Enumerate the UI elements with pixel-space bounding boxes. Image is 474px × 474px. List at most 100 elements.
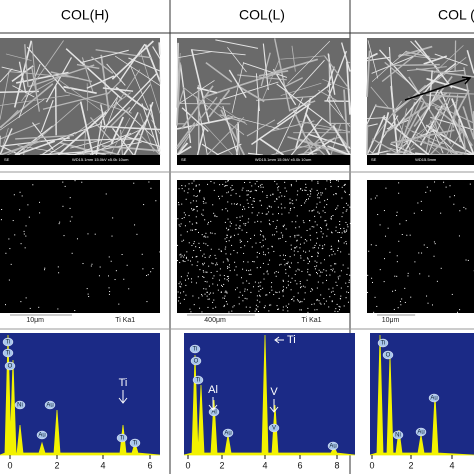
- map-dot: [98, 275, 100, 277]
- map-dot: [329, 296, 331, 298]
- map-dot: [12, 220, 14, 222]
- map-dot: [296, 239, 298, 241]
- map-dot: [296, 194, 298, 196]
- map-dot: [286, 307, 288, 309]
- map-dot: [202, 270, 204, 272]
- fiber: [138, 132, 161, 156]
- fiber: [222, 105, 239, 156]
- peak-label: Ti: [6, 351, 11, 357]
- map-dot: [238, 303, 240, 305]
- map-dot: [345, 282, 347, 284]
- map-dot: [87, 293, 89, 295]
- map-dot: [280, 232, 282, 234]
- map-dot: [375, 244, 377, 246]
- map-dot: [379, 224, 381, 226]
- map-dot: [338, 278, 340, 280]
- map-dot: [319, 302, 321, 304]
- map-dot: [222, 183, 224, 185]
- map-dot: [226, 234, 228, 236]
- map-dot: [215, 257, 217, 259]
- map-dot: [219, 274, 221, 276]
- map-dot: [288, 275, 290, 277]
- map-dot: [71, 252, 73, 254]
- map-dot: [285, 262, 287, 264]
- map-dot: [343, 207, 345, 209]
- fiber: [366, 123, 378, 127]
- map-dot: [227, 275, 229, 277]
- map-dot: [465, 259, 467, 261]
- map-dot: [215, 306, 217, 308]
- map-dot: [245, 306, 247, 308]
- map-dot: [322, 247, 324, 249]
- map-dot: [19, 209, 21, 211]
- map-dot: [225, 185, 227, 187]
- fiber: [371, 115, 399, 155]
- map-dot: [267, 273, 269, 275]
- map-dot: [236, 252, 238, 254]
- map-dot: [201, 234, 203, 236]
- map-dot: [194, 229, 196, 231]
- fiber: [176, 136, 190, 156]
- map-dot: [191, 223, 193, 225]
- map-dot: [348, 292, 350, 294]
- map-dot: [336, 207, 338, 209]
- map-dot: [299, 243, 301, 245]
- map-dot: [204, 235, 206, 237]
- map-dot: [276, 198, 278, 200]
- map-dot: [319, 201, 321, 203]
- map-dot: [316, 299, 318, 301]
- fiber: [236, 84, 265, 103]
- map-dot: [250, 190, 252, 192]
- map-dot: [221, 285, 223, 287]
- fiber: [26, 46, 67, 92]
- map-dot: [287, 261, 289, 263]
- map-dot: [207, 298, 209, 300]
- map-dot: [407, 272, 409, 274]
- fiber: [24, 76, 60, 98]
- map-dot: [246, 190, 248, 192]
- fiber: [227, 115, 280, 130]
- map-dot: [225, 301, 227, 303]
- map-dot: [221, 284, 223, 286]
- map-dot: [271, 282, 273, 284]
- map-dot: [272, 194, 274, 196]
- map-dot: [346, 291, 348, 293]
- map-dot: [289, 256, 291, 258]
- fiber: [0, 140, 41, 156]
- fiber: [180, 85, 214, 130]
- map-dot: [206, 281, 208, 283]
- map-dot: [286, 287, 288, 289]
- eds-map: [0, 180, 160, 313]
- fiber: [151, 119, 161, 135]
- map-dot: [305, 186, 307, 188]
- map-dot: [400, 304, 402, 306]
- map-dot: [218, 279, 220, 281]
- map-dot: [196, 205, 198, 207]
- map-dot: [318, 300, 320, 302]
- map-dot: [256, 180, 258, 182]
- map-dot: [196, 265, 198, 267]
- map-dot: [299, 280, 301, 282]
- map-dot: [303, 222, 305, 224]
- map-dot: [184, 214, 186, 216]
- map-dot: [214, 254, 216, 256]
- map-dot: [281, 195, 283, 197]
- map-dot: [276, 226, 278, 228]
- fiber: [201, 143, 219, 156]
- map-dot: [260, 289, 262, 291]
- map-dot: [308, 274, 310, 276]
- map-dot: [298, 234, 300, 236]
- map-dot: [221, 195, 223, 197]
- peak-label: Au: [46, 403, 53, 409]
- peak-badge: [4, 361, 16, 371]
- map-dot: [307, 194, 309, 196]
- map-dot: [396, 275, 398, 277]
- map-dot: [290, 185, 292, 187]
- map-dot: [205, 202, 207, 204]
- map-dot: [216, 270, 218, 272]
- fiber: [261, 58, 281, 101]
- map-dot: [433, 255, 435, 257]
- sem-footer: [0, 155, 160, 165]
- fiber: [100, 54, 110, 111]
- map-dot: [219, 268, 221, 270]
